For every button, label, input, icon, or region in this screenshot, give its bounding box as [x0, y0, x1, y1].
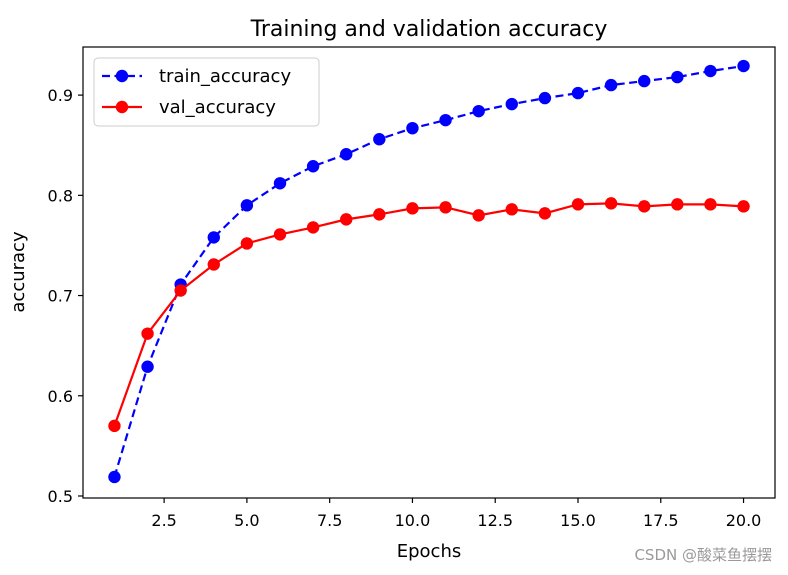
train-accuracy-point [538, 91, 552, 105]
train-accuracy-point [406, 121, 419, 135]
legend-val-accuracy-label: val_accuracy [159, 97, 276, 118]
val-accuracy-point [306, 221, 320, 234]
y-tick-label: 0.6 [48, 387, 73, 406]
val-accuracy-point [273, 228, 287, 241]
x-axis-label: Epochs [397, 541, 462, 562]
train-accuracy-point [240, 199, 254, 212]
y-tick-label: 0.5 [48, 487, 73, 506]
train-accuracy-point [604, 78, 618, 92]
x-tick-label: 20.0 [726, 511, 762, 530]
train-accuracy-point [704, 64, 717, 78]
val-accuracy-point [141, 327, 154, 340]
val-accuracy-point [207, 258, 220, 271]
val-accuracy-point [406, 202, 419, 215]
y-tick-label: 0.7 [48, 287, 73, 306]
x-tick-label: 5.0 [234, 511, 259, 530]
train-accuracy-point [571, 86, 585, 100]
val-accuracy-point [174, 284, 187, 297]
train-accuracy-point [207, 231, 220, 244]
val-accuracy-point [737, 200, 750, 213]
train-accuracy-point [373, 133, 386, 146]
val-accuracy-point [671, 198, 684, 211]
train-accuracy-point [108, 470, 121, 484]
y-tick-label: 0.8 [48, 186, 73, 205]
val-accuracy-point [604, 197, 618, 210]
train-accuracy-line [113, 64, 744, 478]
x-tick-label: 7.5 [317, 511, 342, 530]
x-tick-label: 12.5 [477, 511, 513, 530]
y-axis-ticks: 0.5 0.6 0.7 0.8 0.9 [48, 86, 83, 506]
legend: train_accuracy val_accuracy [93, 57, 320, 127]
train-accuracy-point [306, 160, 320, 173]
val-accuracy-point [571, 198, 585, 211]
train-accuracy-point [671, 70, 684, 84]
x-tick-label: 10.0 [395, 511, 431, 530]
val-accuracy-point [638, 200, 651, 213]
y-axis-label: accuracy [8, 231, 29, 313]
val-accuracy-point [439, 201, 452, 214]
chart-title: Training and validation accuracy [250, 17, 608, 42]
val-accuracy-point [505, 203, 518, 216]
train-accuracy-point [439, 113, 452, 127]
x-axis-ticks: 2.5 5.0 7.5 10.0 12.5 15.0 17.5 20.0 [151, 498, 761, 530]
val-accuracy-point [373, 208, 386, 221]
plot-frame [82, 46, 776, 499]
train-accuracy-point [273, 177, 287, 190]
train-accuracy-point [638, 74, 651, 88]
val-accuracy-point [472, 209, 485, 222]
val-accuracy-point [340, 213, 353, 226]
train-accuracy-point [505, 97, 518, 111]
train-accuracy-point [472, 104, 485, 118]
legend-box [93, 57, 320, 127]
x-tick-label: 2.5 [151, 511, 176, 530]
y-tick-label: 0.9 [48, 86, 73, 105]
x-tick-label: 17.5 [643, 511, 679, 530]
val-accuracy-point [538, 207, 552, 220]
legend-val-accuracy-marker [115, 100, 129, 114]
train-accuracy-point [141, 360, 154, 373]
legend-train-accuracy-marker [115, 69, 129, 83]
val-accuracy-point [704, 198, 717, 211]
val-accuracy-point [240, 237, 254, 250]
train-accuracy-point [737, 59, 750, 73]
watermark-text: CSDN @酸菜鱼摆摆 [634, 546, 772, 564]
legend-train-accuracy-label: train_accuracy [159, 66, 291, 87]
train-accuracy-point [340, 148, 353, 161]
val-accuracy-point [108, 419, 121, 433]
x-tick-label: 15.0 [560, 511, 596, 530]
plot-marks [108, 59, 750, 484]
